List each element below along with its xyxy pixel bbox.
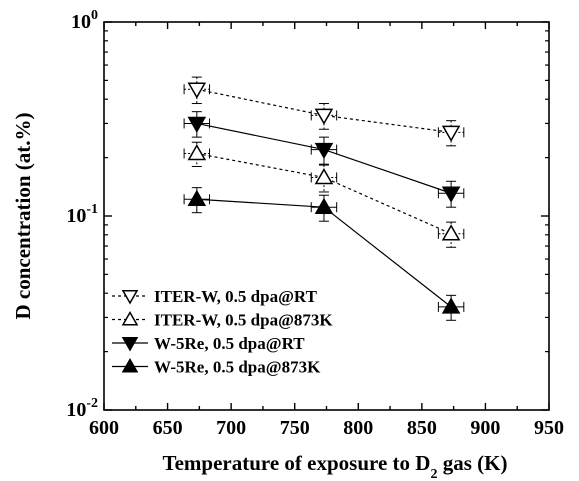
legend-marker [121,337,139,352]
legend-label: W-5Re, 0.5 dpa@RT [154,334,305,353]
series-line [196,152,452,235]
y-tick-label: 100 [71,8,98,33]
legend-marker [121,357,139,373]
x-tick-label: 850 [407,417,437,439]
data-point [441,224,461,241]
y-tick-base: 10 [71,11,91,33]
x-tick-label: 800 [343,417,373,439]
series-2 [183,141,465,248]
y-tick-base: 10 [66,205,86,227]
data-point [441,297,461,314]
legend-item: W-5Re, 0.5 dpa@873K [112,358,321,377]
y-tick-exponent: -2 [86,396,98,411]
legend-item: W-5Re, 0.5 dpa@RT [112,334,305,353]
series-4 [183,187,465,321]
legend-label: ITER-W, 0.5 dpa@873K [154,311,333,330]
x-tick-label: 700 [216,417,246,439]
x-axis-title-subscript: 2 [430,467,437,481]
x-tick-label: 900 [470,417,500,439]
series-layer [183,76,465,321]
y-tick-label: 10-2 [66,396,98,421]
x-tick-label: 950 [534,417,564,439]
legend-marker [121,310,139,326]
legend: ITER-W, 0.5 dpa@RT ITER-W, 0.5 dpa@873K W-… [112,287,333,377]
legend-item: ITER-W, 0.5 dpa@RT [112,287,318,306]
series-line [196,88,452,133]
x-tick-label: 650 [153,417,183,439]
y-axis-title: D concentration (at.%) [11,112,35,319]
y-tick-exponent: 0 [91,8,98,23]
x-axis-title: Temperature of exposure to D2 gas (K) [163,451,508,481]
legend-item: ITER-W, 0.5 dpa@873K [112,311,333,330]
data-point [441,125,461,142]
y-tick-exponent: -1 [86,202,98,217]
data-point [314,142,334,160]
x-tick-label: 750 [280,417,310,439]
data-point [441,186,461,203]
y-tick-label: 10-1 [66,202,98,227]
data-point [187,189,207,206]
legend-label: ITER-W, 0.5 dpa@RT [154,287,318,306]
legend-marker [121,290,139,305]
data-point [314,167,334,185]
data-point [187,143,207,161]
data-point [187,116,207,133]
legend-label: W-5Re, 0.5 dpa@873K [154,358,321,377]
data-point [314,108,334,125]
series-3 [183,111,465,208]
y-tick-base: 10 [66,399,86,421]
data-point [314,197,334,214]
x-tick-label: 600 [89,417,119,439]
series-1 [183,76,465,147]
data-point [187,82,207,99]
